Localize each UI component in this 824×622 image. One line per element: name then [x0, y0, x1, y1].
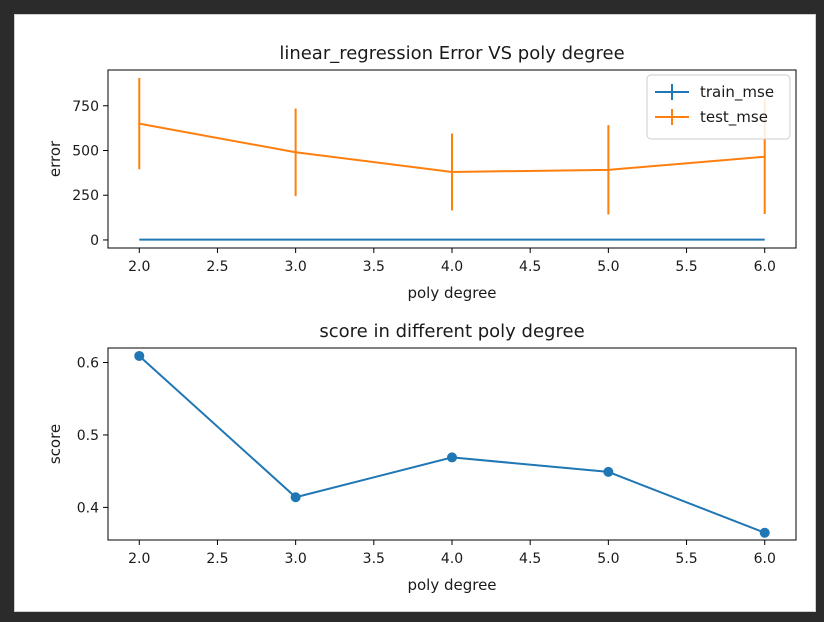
- y-tick-label: 500: [72, 144, 99, 160]
- y-axis-label: score: [46, 424, 64, 464]
- series-score: [134, 350, 770, 538]
- legend-label: train_mse: [700, 83, 774, 102]
- chart-title: linear_regression Error VS poly degree: [279, 43, 624, 64]
- x-axis-label: poly degree: [407, 576, 496, 594]
- x-tick-label: 2.5: [206, 259, 228, 275]
- x-tick-label: 3.5: [363, 551, 385, 567]
- figure: linear_regression Error VS poly degree po…: [14, 14, 816, 612]
- x-tick-label: 3.0: [285, 259, 307, 275]
- x-tick-label: 3.0: [285, 551, 307, 567]
- chart-2: score in different poly degree poly degre…: [46, 321, 797, 594]
- y-tick-label: 0.5: [77, 428, 99, 444]
- y-tick-label: 250: [72, 188, 99, 204]
- y-axis-label: error: [46, 140, 64, 177]
- legend: train_mse test_mse: [646, 74, 791, 140]
- data-point: [447, 452, 457, 463]
- series-test_mse: [138, 78, 766, 215]
- series-line: [138, 355, 766, 534]
- x-tick-label: 6.0: [754, 259, 776, 275]
- y-tick-label: 0.6: [77, 355, 99, 371]
- x-tick-label: 2.0: [128, 259, 150, 275]
- legend-label: test_mse: [700, 108, 768, 127]
- x-tick-label: 3.5: [363, 259, 385, 275]
- x-tick-label: 5.0: [597, 259, 619, 275]
- x-tick-label: 5.0: [597, 551, 619, 567]
- axes-frame: [107, 347, 797, 541]
- figure-canvas: linear_regression Error VS poly degree po…: [46, 43, 797, 594]
- data-point: [134, 350, 145, 361]
- x-axis-label: poly degree: [407, 284, 496, 302]
- x-tick-label: 6.0: [754, 551, 776, 567]
- x-tick-label: 4.5: [519, 551, 541, 567]
- x-tick-label: 2.0: [128, 551, 150, 567]
- y-tick-label: 0.4: [77, 500, 99, 516]
- x-tick-label: 4.0: [441, 259, 463, 275]
- chart-title: score in different poly degree: [319, 321, 584, 342]
- x-tick-label: 4.5: [519, 259, 541, 275]
- x-tick-label: 4.0: [441, 551, 463, 567]
- x-tick-label: 5.5: [675, 259, 697, 275]
- y-tick-label: 0: [90, 233, 99, 249]
- y-tick-label: 750: [72, 99, 99, 115]
- data-point: [759, 527, 770, 538]
- chart-1: linear_regression Error VS poly degree po…: [46, 43, 797, 302]
- axes-frame: [107, 69, 797, 249]
- x-tick-label: 2.5: [206, 551, 228, 567]
- x-tick-label: 5.5: [675, 551, 697, 567]
- data-point: [603, 466, 614, 477]
- data-point: [290, 492, 301, 503]
